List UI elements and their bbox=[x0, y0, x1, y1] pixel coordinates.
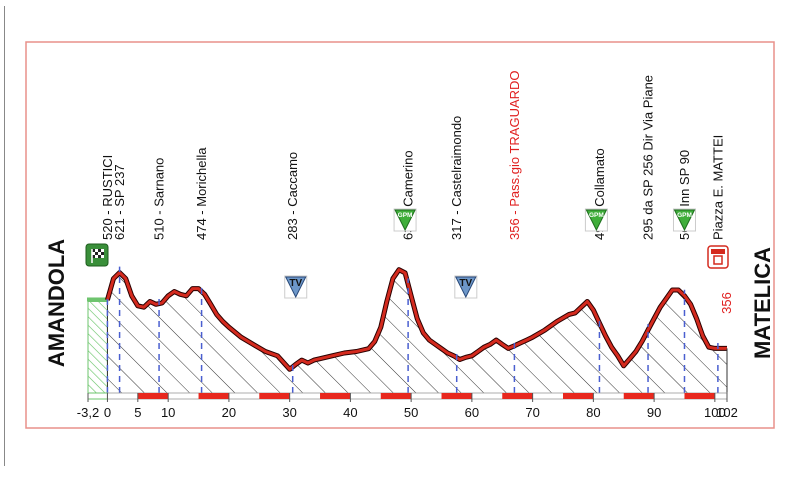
marker-label: 510 - Sarnano bbox=[152, 158, 167, 240]
tv-label: TV bbox=[289, 278, 302, 289]
x-tick-label: 50 bbox=[404, 405, 418, 420]
km-bar-segment bbox=[441, 393, 472, 399]
marker-label: 520 - RUSTICI bbox=[100, 155, 115, 240]
tv-triangle-icon: TV bbox=[454, 275, 478, 299]
x-tick-label: 90 bbox=[647, 405, 661, 420]
finish-town-label: MATELICA bbox=[750, 247, 775, 359]
gpm-triangle-icon: GPM bbox=[393, 208, 417, 232]
marker-label: 621 - SP 237 bbox=[112, 164, 127, 240]
x-tick-label: 70 bbox=[525, 405, 539, 420]
gpm-triangle bbox=[673, 209, 696, 232]
marker-label: 474 - Morichella bbox=[194, 147, 209, 240]
tv-triangle-icon: TV bbox=[284, 275, 308, 299]
gpm-label: GPM bbox=[589, 212, 604, 219]
tv-label: TV bbox=[459, 278, 472, 289]
km-bar-segment bbox=[198, 393, 229, 399]
neutral-zone-area bbox=[87, 300, 108, 394]
km-bar-segment bbox=[684, 393, 715, 399]
x-tick-label: 40 bbox=[343, 405, 357, 420]
start-flag-icon bbox=[85, 243, 109, 267]
x-tick-label: 20 bbox=[222, 405, 236, 420]
tv-triangle bbox=[455, 276, 477, 299]
page-edge-rule bbox=[4, 6, 5, 466]
km-bar-segment bbox=[623, 393, 655, 399]
finish-icon bbox=[707, 245, 729, 269]
km-bar-neutral bbox=[87, 392, 108, 400]
marker-label: 295 da SP 256 Dir Via Piane bbox=[641, 75, 656, 240]
gpm-triangle bbox=[394, 209, 416, 232]
km-bar-segment bbox=[502, 393, 533, 399]
neutral-zone-cap bbox=[87, 297, 109, 302]
profile-layer bbox=[87, 267, 728, 394]
gpm-label: GPM bbox=[677, 212, 692, 219]
x-tick-label: 30 bbox=[282, 405, 296, 420]
marker-label: Piazza E. MATTEI bbox=[710, 135, 725, 240]
km-bar-segment bbox=[320, 393, 351, 399]
marker-label: 283 - Caccamo bbox=[285, 152, 300, 240]
km-bar-segment bbox=[380, 393, 412, 399]
km-bar-segment bbox=[259, 393, 290, 399]
elevation-area bbox=[107, 269, 727, 393]
x-tick-label: 102 bbox=[716, 405, 738, 420]
x-tick-label: 60 bbox=[465, 405, 479, 420]
marker-label: 317 - Castelraimondo bbox=[449, 116, 464, 240]
finish-elevation-label: 356 bbox=[719, 292, 734, 314]
tv-triangle bbox=[284, 276, 307, 299]
x-tick-label: -3,2 bbox=[77, 405, 99, 420]
x-tick-label: 5 bbox=[134, 405, 141, 420]
x-tick-label: 80 bbox=[586, 405, 600, 420]
x-tick-label: 10 bbox=[161, 405, 175, 420]
marker-label: 356 - Pass.gio TRAGUARDO bbox=[507, 70, 522, 240]
start-town-label: AMANDOLA bbox=[44, 239, 69, 367]
elevation-line bbox=[105, 268, 727, 371]
gpm-triangle-icon: GPM bbox=[584, 208, 608, 232]
gpm-triangle bbox=[585, 209, 608, 232]
gpm-triangle-icon: GPM bbox=[672, 208, 696, 232]
x-tick-label: 100 bbox=[704, 405, 726, 420]
km-bar-segment bbox=[562, 393, 594, 399]
x-tick-label: 0 bbox=[104, 405, 111, 420]
gpm-label: GPM bbox=[398, 212, 413, 219]
km-bar-segment bbox=[137, 393, 169, 399]
